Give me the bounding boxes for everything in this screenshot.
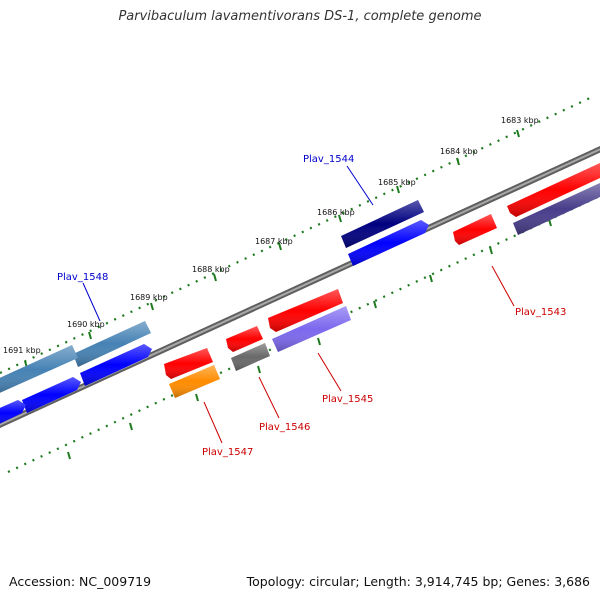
gene-arrow-plav-1546-gray[interactable]: [231, 343, 270, 371]
gene-arrow-plav-1548[interactable]: [73, 321, 151, 367]
gene-arrow-blue-edge[interactable]: [0, 400, 26, 426]
lower-major-ticks: [67, 218, 552, 460]
leader-plav-1548: [82, 282, 101, 322]
gene-arrow-steelblue-left[interactable]: [0, 345, 78, 395]
map-title: Parvibaculum lavamentivorans DS-1, compl…: [118, 9, 482, 24]
leader-plav-1545: [317, 352, 342, 392]
gene-arrow-blue-near-1544[interactable]: [348, 220, 429, 266]
gene-label-plav-1544[interactable]: Plav_1544: [303, 154, 354, 165]
ruler-label-1683: 1683 kbp: [501, 116, 539, 125]
gene-label-plav-1548[interactable]: Plav_1548: [57, 272, 108, 283]
gene-arrow-blue-left[interactable]: [22, 377, 81, 413]
forward-strand-genes: [0, 200, 429, 426]
gene-arrow-plav-1543-slate[interactable]: [513, 183, 600, 235]
leader-plav-1547: [203, 401, 223, 444]
upper-major-ticks: [24, 129, 520, 369]
gene-arrow-plav-1545-slate[interactable]: [272, 306, 351, 352]
gene-arrow-plav-1545-red[interactable]: [268, 289, 343, 332]
gene-label-plav-1547[interactable]: Plav_1547: [202, 447, 253, 458]
gene-arrow-red-small-right[interactable]: [453, 214, 497, 245]
reverse-strand-genes: [164, 163, 600, 398]
leader-plav-1546: [258, 376, 280, 419]
gene-label-plav-1543[interactable]: Plav_1543: [515, 307, 566, 318]
gene-arrow-blue-mid[interactable]: [80, 344, 152, 386]
genome-summary-text: Topology: circular; Length: 3,914,745 bp…: [246, 574, 590, 589]
ruler-label-1687: 1687 kbp: [255, 237, 293, 246]
upper-ruler-track: [0, 97, 591, 374]
gene-arrow-plav-1544[interactable]: [341, 200, 424, 248]
leader-plav-1544: [346, 165, 374, 206]
gene-arrow-plav-1547-red[interactable]: [164, 348, 213, 379]
gene-arrow-plav-1547-orange[interactable]: [169, 365, 220, 398]
gene-arrow-plav-1546-red[interactable]: [226, 326, 263, 352]
ruler-label-1686: 1686 kbp: [317, 208, 355, 217]
ruler-label-1684: 1684 kbp: [440, 147, 478, 156]
ruler-label-1685: 1685 kbp: [378, 178, 416, 187]
ruler-label-1689: 1689 kbp: [130, 293, 168, 302]
gene-arrow-plav-1543-red[interactable]: [507, 163, 600, 217]
lower-ruler-track: [7, 195, 600, 473]
ruler-label-1688: 1688 kbp: [192, 265, 230, 274]
gene-label-plav-1545[interactable]: Plav_1545: [322, 394, 373, 405]
ruler-label-1691: 1691 kbp: [3, 346, 41, 355]
gene-label-plav-1546[interactable]: Plav_1546: [259, 422, 310, 433]
accession-text: Accession: NC_009719: [9, 574, 152, 589]
ruler-label-1690: 1690 kbp: [67, 320, 105, 329]
leader-plav-1543: [491, 265, 515, 307]
